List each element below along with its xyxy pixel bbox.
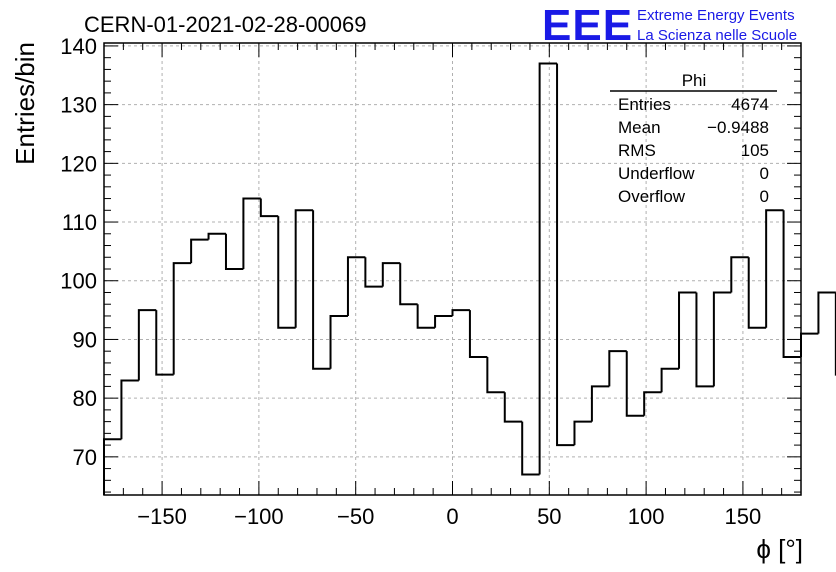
histogram-bin (643, 391, 662, 416)
histogram-bin (329, 314, 348, 369)
histogram-bin (399, 263, 418, 306)
stats-label: Mean (618, 118, 661, 137)
x-tick-label: −150 (137, 504, 187, 529)
histogram-bin (800, 332, 819, 358)
histogram-bin (155, 310, 174, 376)
stats-value: 0 (760, 164, 769, 183)
x-tick-label: 50 (537, 504, 561, 529)
stats-value: 0 (760, 187, 769, 206)
histogram-bin (712, 291, 732, 387)
y-tick-label: 130 (60, 93, 97, 118)
histogram-bin (747, 257, 767, 329)
x-axis-title: ϕ [°] (756, 534, 803, 564)
x-tick-label: 100 (628, 504, 665, 529)
y-tick-label: 70 (73, 445, 97, 470)
histogram-bin (451, 309, 470, 316)
y-tick-label: 80 (73, 386, 97, 411)
histogram-bin (277, 216, 296, 329)
logo-line-2: La Scienza nelle Scuole (637, 27, 797, 44)
histogram-bin (590, 385, 610, 422)
stats-box-title: Phi (682, 71, 707, 90)
histogram-bin (294, 209, 314, 328)
histogram-bin (678, 291, 697, 369)
stats-box: Phi Entries 4674 Mean −0.9488 RMS 105 Underflo… (610, 71, 777, 206)
histogram-bin (416, 304, 436, 329)
axis-ticks: −150 −100 −50 0 50 100 150 70 80 90 100 110 120 130 14… (60, 34, 802, 529)
grid (104, 43, 801, 495)
histogram-bin (381, 262, 401, 287)
x-tick-label: 150 (725, 504, 762, 529)
histogram-bin (538, 62, 558, 475)
stats-rows: Entries 4674 Mean −0.9488 RMS 105 Underflow 0 Ov… (618, 95, 769, 206)
histogram-bin (103, 438, 122, 495)
y-axis-title: Entries/bin (10, 42, 40, 165)
stats-value: −0.9488 (707, 118, 769, 137)
x-tick-label: 0 (446, 504, 458, 529)
histogram-bin (207, 232, 226, 240)
histogram-bin (224, 233, 244, 270)
histogram-bin (346, 256, 366, 316)
histogram-bin (172, 262, 192, 375)
histogram-bin (137, 309, 157, 381)
histogram-bin (608, 350, 627, 387)
histogram-bin (782, 210, 801, 359)
histogram-bin (625, 351, 645, 417)
histogram-bin (503, 392, 523, 423)
histogram-bin (120, 379, 139, 440)
histogram-bin (364, 257, 383, 288)
eee-logo: EEE Extreme Energy Events La Scienza nel… (542, 1, 797, 50)
histogram-bin (312, 210, 331, 370)
histogram-bin (660, 367, 680, 393)
y-tick-label: 110 (62, 210, 97, 235)
stats-label: Underflow (618, 164, 695, 183)
histogram-bin (242, 197, 261, 269)
logo-line-1: Extreme Energy Events (637, 7, 795, 24)
y-tick-label: 140 (60, 34, 97, 59)
stats-value: 4674 (731, 95, 769, 114)
y-tick-label: 120 (60, 151, 97, 176)
histogram-bin (573, 420, 592, 446)
histogram-bin (259, 198, 279, 218)
y-tick-label: 90 (73, 327, 97, 352)
stats-label: Entries (618, 95, 671, 114)
histogram-bin (468, 310, 488, 359)
histogram-bin (434, 314, 453, 328)
histogram-bin (486, 357, 505, 394)
histogram-bins (103, 62, 836, 495)
stats-value: 105 (741, 141, 769, 160)
y-tick-label: 100 (60, 269, 97, 294)
histogram-bin (521, 421, 540, 476)
histogram-bin (817, 291, 836, 334)
histogram-bin (190, 238, 209, 264)
x-tick-label: −50 (337, 504, 374, 529)
stats-label: Overflow (618, 187, 686, 206)
histogram-bin (556, 63, 575, 447)
chart-title: CERN-01-2021-02-28-00069 (84, 12, 367, 37)
histogram-bin (695, 292, 714, 388)
x-tick-label: −100 (234, 504, 284, 529)
histogram-bin (765, 209, 784, 328)
stats-label: RMS (618, 141, 656, 160)
logo-mark: EEE (542, 1, 633, 50)
histogram-bin (730, 256, 749, 293)
